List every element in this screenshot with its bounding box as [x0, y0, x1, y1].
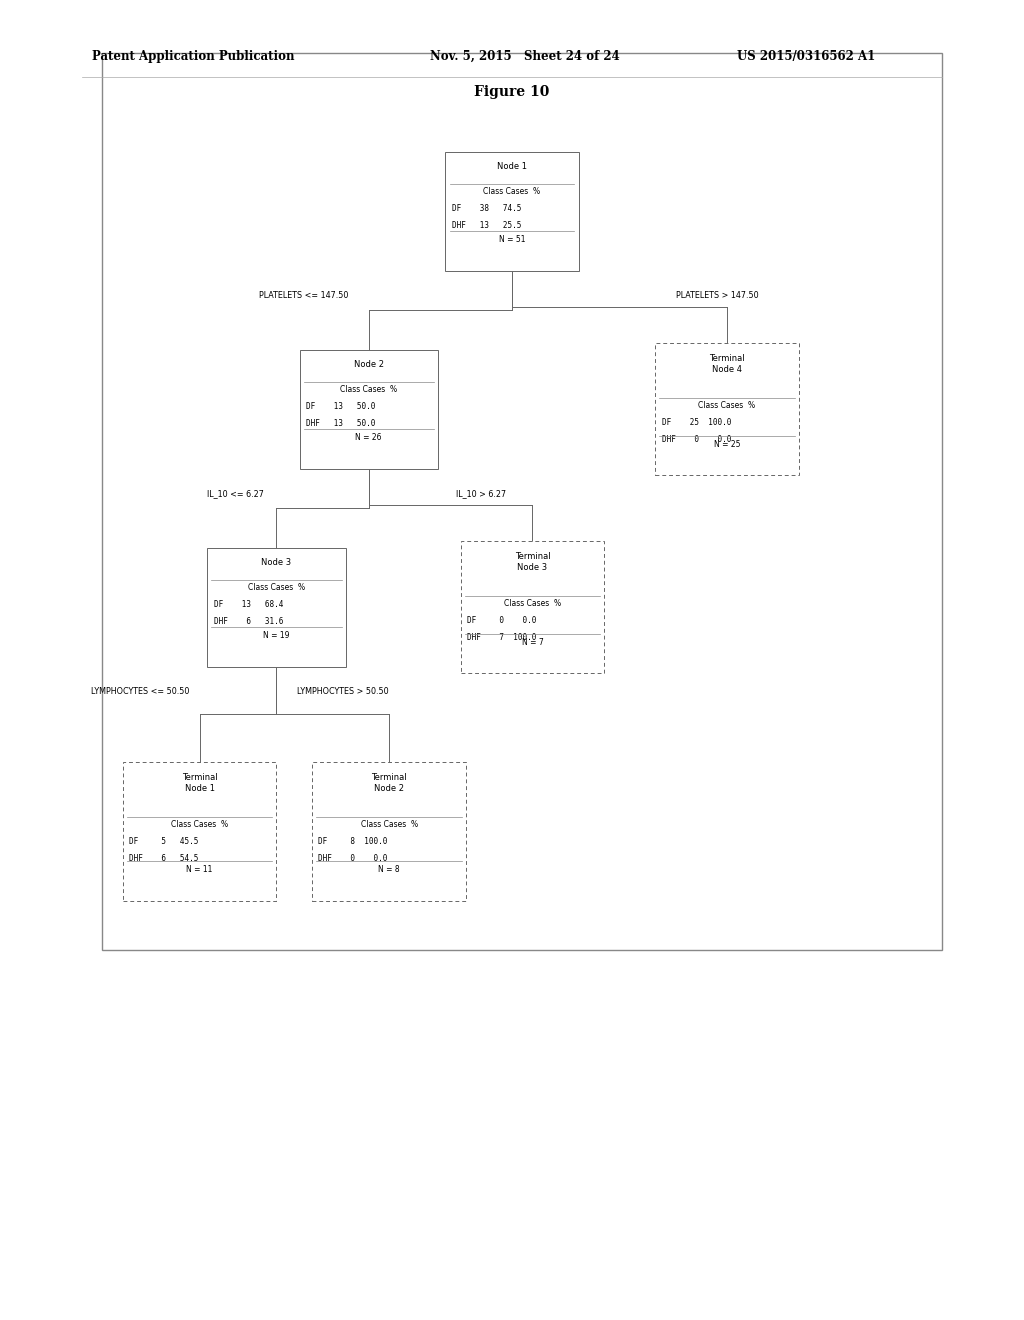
Text: Terminal
Node 4: Terminal Node 4	[710, 354, 744, 374]
Text: Figure 10: Figure 10	[474, 86, 550, 99]
Bar	[299, 350, 438, 469]
Bar	[207, 548, 346, 667]
Text: N = 11: N = 11	[186, 866, 213, 874]
Text: DF     5   45.5: DF 5 45.5	[129, 837, 199, 846]
Text: DHF   13   25.5: DHF 13 25.5	[452, 220, 521, 230]
Text: Node 2: Node 2	[353, 360, 384, 370]
Text: Class Cases  %: Class Cases %	[504, 598, 561, 607]
Text: N = 7: N = 7	[521, 638, 544, 647]
Text: IL_10 <= 6.27: IL_10 <= 6.27	[207, 488, 264, 498]
Text: PLATELETS <= 147.50: PLATELETS <= 147.50	[259, 290, 348, 300]
Text: DF     8  100.0: DF 8 100.0	[318, 837, 388, 846]
Bar	[102, 53, 942, 950]
Text: Class Cases  %: Class Cases %	[483, 186, 541, 195]
Text: DF     0    0.0: DF 0 0.0	[467, 615, 537, 624]
Text: Terminal
Node 3: Terminal Node 3	[515, 552, 550, 572]
Text: Nov. 5, 2015   Sheet 24 of 24: Nov. 5, 2015 Sheet 24 of 24	[430, 50, 620, 63]
Bar	[312, 762, 466, 900]
Text: PLATELETS > 147.50: PLATELETS > 147.50	[676, 290, 759, 300]
Text: DHF   13   50.0: DHF 13 50.0	[305, 420, 375, 428]
Text: LYMPHOCYTES <= 50.50: LYMPHOCYTES <= 50.50	[91, 686, 189, 696]
Text: DF    38   74.5: DF 38 74.5	[452, 205, 521, 213]
Text: N = 51: N = 51	[499, 235, 525, 244]
Text: Class Cases  %: Class Cases %	[171, 820, 228, 829]
Bar	[461, 541, 604, 673]
Text: IL_10 > 6.27: IL_10 > 6.27	[456, 488, 506, 498]
Text: DF    13   68.4: DF 13 68.4	[214, 599, 283, 609]
Text: DHF    6   54.5: DHF 6 54.5	[129, 854, 199, 863]
Text: Node 1: Node 1	[497, 162, 527, 172]
Text: Class Cases  %: Class Cases %	[340, 385, 397, 393]
Text: Class Cases  %: Class Cases %	[360, 820, 418, 829]
Text: DHF    0    0.0: DHF 0 0.0	[662, 436, 731, 444]
Bar	[445, 152, 579, 271]
Text: N = 8: N = 8	[378, 866, 400, 874]
Text: Patent Application Publication: Patent Application Publication	[92, 50, 295, 63]
Text: US 2015/0316562 A1: US 2015/0316562 A1	[737, 50, 876, 63]
Bar	[123, 762, 276, 900]
Text: Node 3: Node 3	[261, 558, 292, 568]
Text: Terminal
Node 2: Terminal Node 2	[372, 774, 407, 793]
Text: DF    13   50.0: DF 13 50.0	[305, 401, 375, 411]
Text: DHF    0    0.0: DHF 0 0.0	[318, 854, 388, 863]
Text: N = 25: N = 25	[714, 440, 740, 449]
Text: LYMPHOCYTES > 50.50: LYMPHOCYTES > 50.50	[297, 686, 388, 696]
Text: Terminal
Node 1: Terminal Node 1	[182, 774, 217, 793]
Bar	[655, 343, 799, 475]
Text: Class Cases  %: Class Cases %	[248, 582, 305, 591]
Text: DHF    6   31.6: DHF 6 31.6	[214, 616, 283, 626]
Text: Class Cases  %: Class Cases %	[698, 401, 756, 409]
Text: DF    25  100.0: DF 25 100.0	[662, 417, 731, 426]
Text: N = 26: N = 26	[355, 433, 382, 442]
Text: DHF    7  100.0: DHF 7 100.0	[467, 632, 537, 642]
Text: N = 19: N = 19	[263, 631, 290, 640]
